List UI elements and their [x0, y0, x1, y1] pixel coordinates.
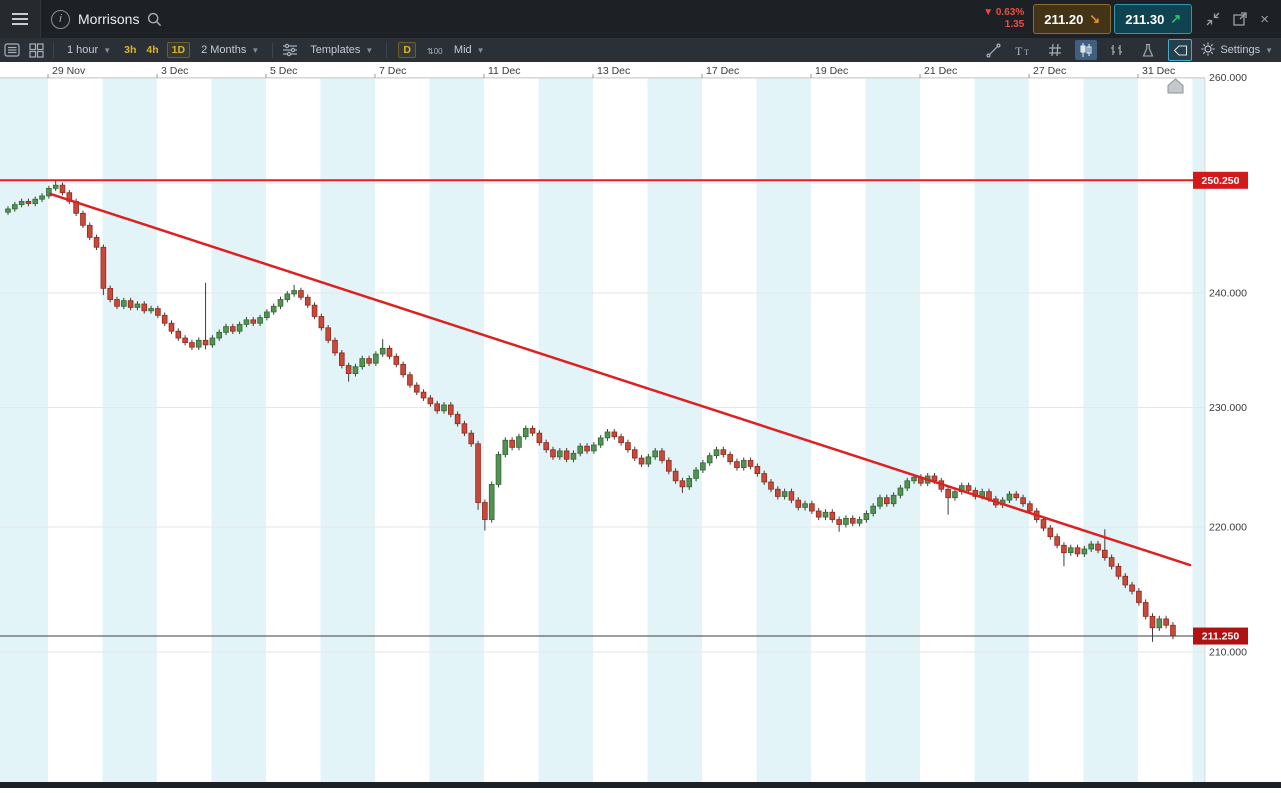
resistance-price-badge: 250.250: [1193, 171, 1248, 189]
collapse-window-icon[interactable]: [1206, 12, 1220, 26]
bottom-bar: [0, 782, 1281, 788]
sell-down-arrow-icon: ↘: [1089, 11, 1101, 26]
svg-text:21 Dec: 21 Dec: [924, 65, 957, 77]
price-gridlines: [0, 76, 1205, 653]
change-down-triangle-icon: ▼: [983, 7, 994, 18]
quick-interval-4h[interactable]: 4h: [146, 44, 159, 56]
gridlines-icon[interactable]: [1044, 40, 1066, 60]
close-window-icon[interactable]: ×: [1260, 10, 1269, 28]
svg-text:17 Dec: 17 Dec: [706, 65, 739, 77]
quick-interval-1d[interactable]: 1D: [166, 42, 191, 58]
svg-text:3 Dec: 3 Dec: [161, 65, 188, 77]
svg-text:230.000: 230.000: [1209, 402, 1247, 414]
candlestick-style-icon[interactable]: [1075, 40, 1098, 60]
chart-toolbar: 1 hour ▼ 3h 4h 1D 2 Months ▼ Templates ▼ D …: [0, 38, 1281, 63]
daily-candles-button[interactable]: D: [398, 42, 416, 58]
template-sliders-icon[interactable]: [278, 39, 302, 61]
scroll-to-latest-icon[interactable]: [1167, 78, 1184, 94]
price-label-tool-icon[interactable]: [1168, 39, 1193, 61]
svg-text:⇅00: ⇅00: [427, 47, 443, 56]
hamburger-menu-button[interactable]: [0, 0, 41, 38]
price-change-block: ▼ 0.63% 1.35: [983, 7, 1024, 31]
svg-text:240.000: 240.000: [1209, 287, 1247, 299]
svg-text:7 Dec: 7 Dec: [379, 65, 406, 77]
buy-button[interactable]: 211.30 ↗: [1114, 4, 1193, 34]
gear-icon: [1201, 42, 1215, 59]
change-value: 1.35: [1004, 19, 1025, 30]
price-type-dropdown[interactable]: Mid ▼: [453, 44, 485, 56]
settings-dropdown[interactable]: Settings ▼: [1201, 42, 1273, 59]
sell-price: 211.20: [1044, 11, 1084, 27]
chevron-down-icon: ▼: [365, 45, 374, 55]
indicators-flask-icon[interactable]: [1137, 40, 1159, 60]
popout-window-icon[interactable]: [1233, 12, 1247, 26]
svg-text:250.250: 250.250: [1202, 175, 1240, 187]
change-percent: 0.63%: [995, 7, 1025, 18]
draw-trendline-icon[interactable]: [982, 40, 1004, 60]
candlestick-chart[interactable]: 29 Nov 3 Dec 5 Dec 7 Dec 11 Dec 13 Dec 17 Dec 1…: [0, 62, 1281, 788]
chevron-down-icon: ▼: [476, 45, 485, 55]
svg-text:29 Nov: 29 Nov: [52, 65, 86, 77]
chart-area[interactable]: 29 Nov 3 Dec 5 Dec 7 Dec 11 Dec 13 Dec 17 Dec 1…: [0, 62, 1281, 788]
info-icon[interactable]: i: [51, 9, 70, 29]
quick-interval-3h[interactable]: 3h: [124, 44, 137, 56]
buy-price: 211.30: [1125, 11, 1165, 27]
instrument-title: Morrisons: [78, 11, 140, 27]
svg-text:211.250: 211.250: [1202, 631, 1240, 643]
templates-dropdown[interactable]: Templates ▼: [310, 44, 374, 56]
range-dropdown[interactable]: 2 Months ▼: [201, 44, 260, 56]
session-bands: [0, 78, 1205, 788]
price-precision-icon[interactable]: ⇅00: [422, 39, 446, 61]
watchlist-icon[interactable]: [0, 39, 24, 61]
svg-text:11 Dec: 11 Dec: [488, 65, 521, 77]
candles: [5, 180, 1176, 642]
svg-text:210.000: 210.000: [1209, 647, 1247, 659]
date-axis-labels: 29 Nov 3 Dec 5 Dec 7 Dec 11 Dec 13 Dec 17 Dec 1…: [47, 65, 1175, 78]
search-icon[interactable]: [147, 12, 162, 27]
svg-text:19 Dec: 19 Dec: [815, 65, 848, 77]
interval-dropdown[interactable]: 1 hour ▼: [67, 44, 112, 56]
svg-text:5 Dec: 5 Dec: [270, 65, 297, 77]
chevron-down-icon: ▼: [251, 45, 260, 55]
bar-chart-style-icon[interactable]: [1106, 40, 1128, 60]
chevron-down-icon: ▼: [1265, 45, 1273, 55]
price-axis-labels: 210.000220.000230.000240.000250.000260.0…: [1209, 72, 1247, 659]
top-bar: i Morrisons ▼ 0.63% 1.35 211.20 ↘ 211.30…: [0, 0, 1281, 38]
svg-text:27 Dec: 27 Dec: [1033, 65, 1066, 77]
layout-grid-icon[interactable]: [24, 39, 48, 61]
svg-text:260.000: 260.000: [1209, 72, 1247, 84]
svg-text:13 Dec: 13 Dec: [597, 65, 630, 77]
svg-text:T: T: [1015, 44, 1023, 57]
svg-text:T: T: [1024, 48, 1029, 57]
buy-up-arrow-icon: ↗: [1170, 11, 1182, 26]
chevron-down-icon: ▼: [103, 45, 112, 55]
sell-button[interactable]: 211.20 ↘: [1033, 4, 1112, 34]
svg-text:31 Dec: 31 Dec: [1142, 65, 1175, 77]
svg-text:220.000: 220.000: [1209, 521, 1247, 533]
last-price-badge: 211.250: [1193, 627, 1248, 645]
trend-line[interactable]: [48, 192, 1192, 567]
